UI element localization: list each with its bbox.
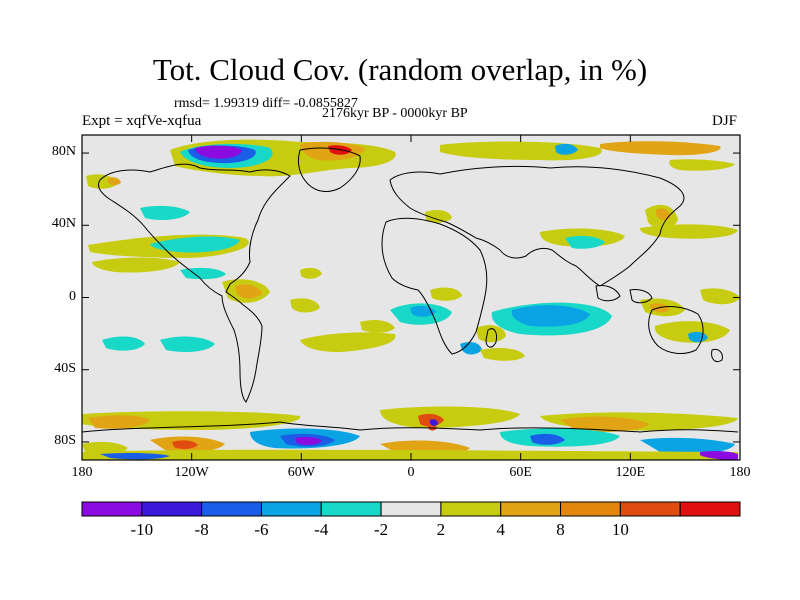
colorbar-swatch [500, 501, 562, 517]
lat-tick-label: 40S [54, 360, 76, 376]
colorbar-swatch [380, 501, 442, 517]
anomaly-patch [430, 419, 438, 426]
lon-tick-label: 120E [615, 465, 646, 480]
period-text: 2176kyr BP - 0000kyr BP [322, 106, 468, 121]
anomaly-patch [600, 141, 721, 156]
colorbar-label: -2 [373, 520, 389, 539]
colorbar-label: 10 [611, 520, 629, 539]
lon-tick-label: 0 [407, 465, 415, 480]
plot-title: Tot. Cloud Cov. (random overlap, in %) [152, 52, 648, 87]
anomaly-patch [140, 205, 190, 220]
lat-tick-label: 80S [54, 432, 76, 448]
colorbar-swatch [440, 501, 502, 517]
anomaly-patch [360, 320, 395, 333]
anomaly-patch [300, 267, 322, 279]
anomaly-patch [460, 342, 482, 355]
anomaly-patch [430, 287, 462, 301]
anomaly-patch [180, 267, 226, 280]
anomaly-patch [656, 208, 670, 221]
anomaly-patch [150, 236, 240, 253]
anomaly-patch [640, 437, 735, 454]
colorbar-label: -4 [314, 520, 329, 539]
anomaly-patch [160, 336, 215, 352]
lat-tick-label: 40N [51, 216, 76, 232]
colorbar-label: 8 [556, 520, 565, 539]
anomaly-patch [235, 284, 262, 299]
colorbar-swatch [679, 501, 741, 517]
anomaly-patch [88, 415, 150, 429]
anomaly-patch [700, 450, 738, 460]
lat-tick-label: 80N [51, 144, 76, 160]
lon-tick-label: 180 [71, 465, 93, 480]
anomaly-patch [669, 159, 735, 171]
colorbar-swatch [201, 501, 262, 517]
anomaly-patch [300, 332, 396, 352]
anomaly-patch [476, 325, 506, 343]
lon-tick-label: 60W [287, 465, 315, 480]
anomaly-patch [565, 235, 605, 249]
anomaly-patch [295, 437, 322, 446]
lon-tick-label: 120W [174, 465, 209, 480]
anomaly-patch [480, 348, 525, 361]
anomaly-patch [290, 298, 320, 313]
colorbar-swatch [141, 501, 203, 517]
colorbar-swatch [619, 501, 681, 517]
experiment-label: Expt = xqfVe-xqfua [82, 113, 202, 129]
anomaly-patch [380, 406, 520, 428]
anomaly-patch [102, 336, 145, 351]
anomaly-patch [108, 177, 121, 186]
anomaly-patch [195, 145, 242, 159]
anomaly-patch [700, 288, 740, 305]
coastlines [82, 147, 739, 433]
cloud-anomaly-field [82, 139, 740, 460]
anomaly-patch [530, 433, 565, 445]
colorbar-label: 2 [436, 520, 446, 539]
map-background [82, 135, 740, 460]
colorbar-label: -10 [130, 520, 154, 539]
anomaly-patch [555, 143, 578, 155]
colorbar-label: 4 [496, 520, 505, 539]
colorbar-label: -8 [194, 520, 209, 539]
lon-tick-label: 60E [509, 465, 532, 480]
stats-text: rmsd= 1.99319 diff= -0.0855827 [174, 96, 358, 111]
colorbar-swatch [81, 501, 143, 517]
colorbar-swatch [260, 501, 322, 517]
lat-tick-label: 0 [69, 288, 76, 304]
anomaly-patch [100, 452, 170, 460]
season-label: DJF [712, 113, 738, 129]
anomaly-patch [511, 305, 590, 327]
colorbar-swatch [320, 501, 382, 517]
anomaly-patch [640, 224, 738, 239]
anomaly-patch [425, 210, 452, 223]
anomaly-patch [654, 321, 730, 343]
map-ticks [81, 135, 741, 460]
lon-tick-label: 180 [729, 465, 751, 480]
anomaly-patch [92, 257, 180, 273]
anomaly-patch [172, 440, 198, 450]
colorbar-swatch [560, 501, 621, 517]
colorbar [81, 501, 741, 517]
colorbar-label: -6 [254, 520, 269, 539]
anomaly-patch [560, 416, 650, 432]
anomaly-patch [82, 449, 738, 460]
